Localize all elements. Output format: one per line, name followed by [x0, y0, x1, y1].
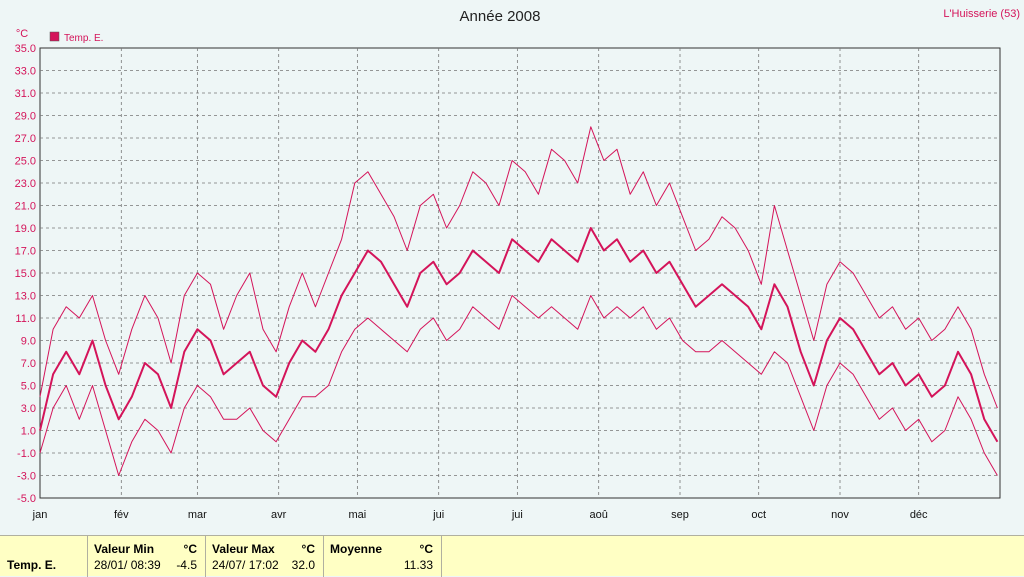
stats-max-cell: Valeur Max °C 24/07/ 17:02 32.0 — [206, 536, 324, 577]
stats-min-date: 28/01/ 08:39 — [94, 558, 161, 572]
station-label: L'Huisserie (53) — [943, 8, 1020, 20]
stats-series-name: Temp. E. — [7, 558, 57, 572]
x-tick-label: jui — [511, 509, 523, 521]
y-tick-label: 31.0 — [15, 88, 36, 100]
x-tick-label: nov — [831, 509, 849, 521]
y-tick-label: 27.0 — [15, 133, 36, 145]
legend-swatch — [49, 31, 60, 42]
stats-max-label: Valeur Max — [212, 542, 275, 556]
stats-max-value: 32.0 — [291, 558, 315, 572]
chart-title: Année 2008 — [460, 8, 541, 25]
series-line-max — [39, 126, 998, 409]
stats-avg-label: Moyenne — [330, 542, 383, 556]
stats-min-unit: °C — [183, 542, 197, 556]
x-tick-label: mai — [349, 509, 367, 521]
stats-avg-cell: Moyenne °C 11.33 — [324, 536, 442, 577]
stats-min-value: -4.5 — [176, 558, 197, 572]
stats-min-label: Valeur Min — [94, 542, 155, 556]
series-group — [39, 126, 999, 476]
x-tick-label: jan — [32, 509, 48, 521]
series-line-min — [39, 295, 998, 476]
grid-lines — [40, 48, 1000, 498]
x-tick-label: déc — [910, 509, 928, 521]
y-tick-label: 3.0 — [21, 403, 36, 415]
stats-empty-cell — [442, 536, 1024, 577]
stats-avg-unit: °C — [419, 542, 433, 556]
y-tick-label: 33.0 — [15, 66, 36, 78]
x-tick-label: oct — [751, 509, 766, 521]
x-tick-label: avr — [271, 509, 287, 521]
x-tick-label: fév — [114, 509, 129, 521]
y-tick-label: 23.0 — [15, 178, 36, 190]
y-tick-label: 19.0 — [15, 223, 36, 235]
x-tick-label: sep — [671, 509, 689, 521]
x-tick-label: mar — [188, 509, 207, 521]
legend-label: Temp. E. — [64, 33, 103, 44]
stats-min-cell: Valeur Min °C 28/01/ 08:39 -4.5 — [88, 536, 206, 577]
y-tick-label: -5.0 — [17, 493, 36, 505]
stats-avg-value: 11.33 — [403, 558, 433, 572]
series-line-mean — [39, 227, 999, 443]
stats-series-cell: Temp. E. — [0, 536, 88, 577]
temperature-chart: Année 2008 L'Huisserie (53) °C Temp. E. … — [15, 8, 1020, 521]
y-tick-label: 13.0 — [15, 291, 36, 303]
stats-max-date: 24/07/ 17:02 — [212, 558, 279, 572]
y-tick-label: 21.0 — [15, 201, 36, 213]
y-tick-label: 5.0 — [21, 381, 36, 393]
y-tick-label: 1.0 — [21, 426, 36, 438]
y-tick-label: -3.0 — [17, 471, 36, 483]
y-tick-label: 11.0 — [15, 313, 36, 325]
y-tick-label: 7.0 — [21, 358, 36, 370]
y-tick-label: 29.0 — [15, 111, 36, 123]
stats-panel: Temp. E. Valeur Min °C 28/01/ 08:39 -4.5… — [0, 535, 1024, 577]
y-tick-label: -1.0 — [17, 448, 36, 460]
x-tick-label: jui — [432, 509, 444, 521]
y-tick-label: 25.0 — [15, 156, 36, 168]
y-axis-ticks: 35.0 33.0 31.0 29.0 27.0 25.0 23.0 21.0 19.0 17.0… — [15, 43, 36, 505]
y-tick-label: 35.0 — [15, 43, 36, 55]
x-tick-label: aoû — [590, 509, 608, 521]
x-axis-ticks: jan fév mar avr mai jui jui aoû sep oct nov déc — [32, 509, 928, 521]
stats-max-unit: °C — [301, 542, 315, 556]
y-tick-label: 17.0 — [15, 246, 36, 258]
y-axis-unit: °C — [16, 28, 28, 40]
y-tick-label: 15.0 — [15, 268, 36, 280]
y-tick-label: 9.0 — [21, 336, 36, 348]
